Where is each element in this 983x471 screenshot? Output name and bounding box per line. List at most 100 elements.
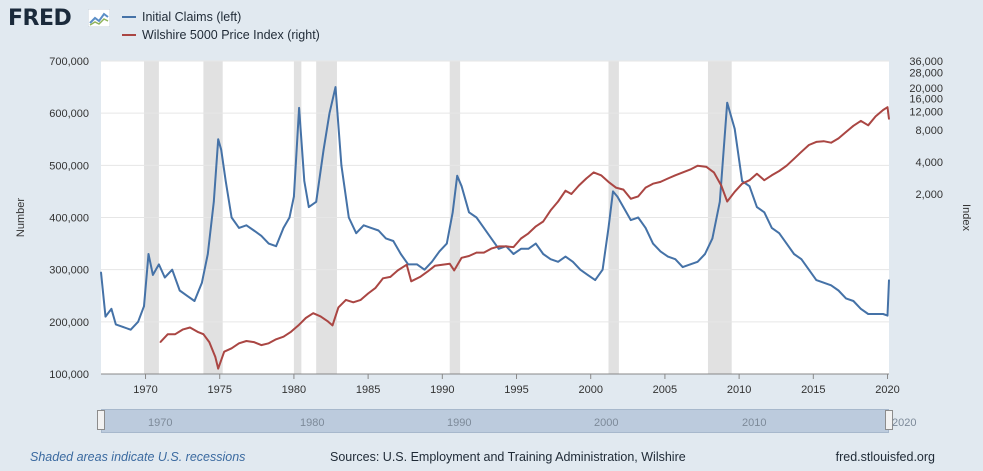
data-point-wilshire	[852, 125, 855, 127]
data-point-wilshire	[592, 171, 595, 174]
navigator-label: 2010	[742, 417, 767, 429]
legend-label-wilshire: Wilshire 5000 Price Index (right)	[142, 28, 320, 42]
data-point-claims	[164, 276, 166, 279]
data-point-wilshire	[689, 168, 691, 171]
data-point-claims	[293, 195, 295, 198]
data-point-claims	[362, 224, 365, 227]
data-point-wilshire	[305, 317, 307, 319]
data-point-wilshire	[327, 320, 329, 323]
data-point-wilshire	[607, 181, 610, 183]
data-point-wilshire	[382, 277, 384, 280]
data-point-claims	[830, 284, 832, 287]
data-point-claims	[733, 128, 736, 130]
x-tick-label: 2010	[727, 384, 751, 396]
data-point-claims	[193, 300, 196, 302]
data-point-wilshire	[808, 144, 810, 146]
data-point-claims	[377, 229, 380, 232]
data-point-wilshire	[888, 118, 890, 120]
data-point-claims	[178, 289, 181, 292]
data-point-wilshire	[713, 171, 715, 174]
data-point-wilshire	[441, 263, 444, 266]
data-point-wilshire	[542, 220, 544, 223]
x-tick-label: 1970	[133, 384, 157, 396]
legend-item-claims[interactable]: Initial Claims (left)	[122, 8, 320, 26]
data-point-wilshire	[535, 225, 537, 228]
chart-legend: Initial Claims (left) Wilshire 5000 Pric…	[122, 8, 320, 44]
data-point-wilshire	[352, 301, 355, 304]
data-point-wilshire	[319, 315, 322, 318]
data-point-wilshire	[434, 265, 436, 267]
data-point-claims	[696, 261, 699, 263]
data-point-claims	[322, 148, 325, 151]
data-point-claims	[644, 227, 647, 229]
y-tick-label: 400,000	[49, 213, 89, 225]
navigator-label: 1970	[148, 417, 173, 429]
data-point-claims	[815, 279, 818, 281]
data-point-wilshire	[312, 312, 315, 315]
x-tick-label: 1990	[430, 384, 454, 396]
range-navigator[interactable]	[101, 409, 889, 433]
navigator-handle-right[interactable]	[885, 410, 893, 430]
data-point-wilshire	[527, 232, 530, 235]
data-point-claims	[315, 201, 318, 203]
data-point-claims	[468, 211, 470, 214]
data-point-wilshire	[238, 342, 240, 345]
x-tick-label: 1995	[504, 384, 528, 396]
data-point-wilshire	[837, 137, 840, 140]
data-point-claims	[822, 281, 825, 284]
data-point-claims	[808, 268, 810, 271]
sources-text: Sources: U.S. Employment and Training Ad…	[330, 450, 686, 464]
x-tick-label: 2005	[653, 384, 677, 396]
data-point-claims	[475, 216, 478, 219]
data-point-claims	[392, 240, 395, 242]
navigator-handle-left[interactable]	[97, 410, 105, 430]
data-point-wilshire	[410, 280, 413, 283]
data-point-claims	[143, 305, 145, 308]
data-point-wilshire	[460, 257, 463, 259]
y-axis-label: Number	[15, 198, 27, 237]
data-point-wilshire	[674, 174, 677, 177]
data-point-claims	[785, 242, 788, 245]
data-point-wilshire	[253, 341, 255, 343]
data-point-wilshire	[667, 177, 669, 180]
data-point-claims	[423, 268, 426, 271]
data-point-claims	[137, 321, 139, 323]
data-point-wilshire	[681, 171, 684, 174]
data-point-wilshire	[331, 324, 334, 327]
legend-item-wilshire[interactable]: Wilshire 5000 Price Index (right)	[122, 26, 320, 44]
data-point-claims	[400, 253, 402, 255]
data-point-wilshire	[874, 115, 877, 118]
data-point-claims	[564, 255, 567, 258]
data-point-claims	[213, 201, 215, 203]
site-link[interactable]: fred.stlouisfed.org	[835, 450, 935, 464]
data-point-wilshire	[290, 331, 292, 333]
data-point-wilshire	[337, 306, 340, 309]
chart-line-icon	[88, 9, 110, 27]
data-point-wilshire	[585, 177, 588, 180]
data-point-claims	[260, 235, 263, 237]
data-point-wilshire	[815, 141, 818, 143]
data-point-claims	[253, 229, 255, 232]
data-point-claims	[158, 263, 160, 266]
data-point-claims	[303, 180, 306, 182]
recession-note[interactable]: Shaded areas indicate U.S. recessions	[30, 450, 246, 464]
data-point-claims	[282, 227, 285, 229]
data-point-wilshire	[468, 255, 470, 257]
data-point-claims	[612, 190, 614, 193]
y2-tick-label: 16,000	[909, 93, 943, 105]
data-point-wilshire	[397, 269, 399, 272]
data-point-claims	[288, 216, 291, 219]
y2-tick-label: 2,000	[915, 189, 943, 201]
data-point-claims	[217, 138, 219, 141]
data-point-claims	[607, 227, 610, 229]
data-point-claims	[224, 180, 227, 182]
data-point-wilshire	[475, 251, 478, 254]
data-point-wilshire	[174, 333, 176, 336]
data-point-claims	[483, 227, 485, 229]
data-point-claims	[852, 300, 855, 302]
data-point-wilshire	[345, 299, 347, 301]
data-point-claims	[845, 297, 847, 300]
y-tick-label: 100,000	[49, 369, 89, 381]
fred-logo[interactable]: FRED	[8, 6, 72, 31]
data-point-wilshire	[217, 367, 219, 370]
